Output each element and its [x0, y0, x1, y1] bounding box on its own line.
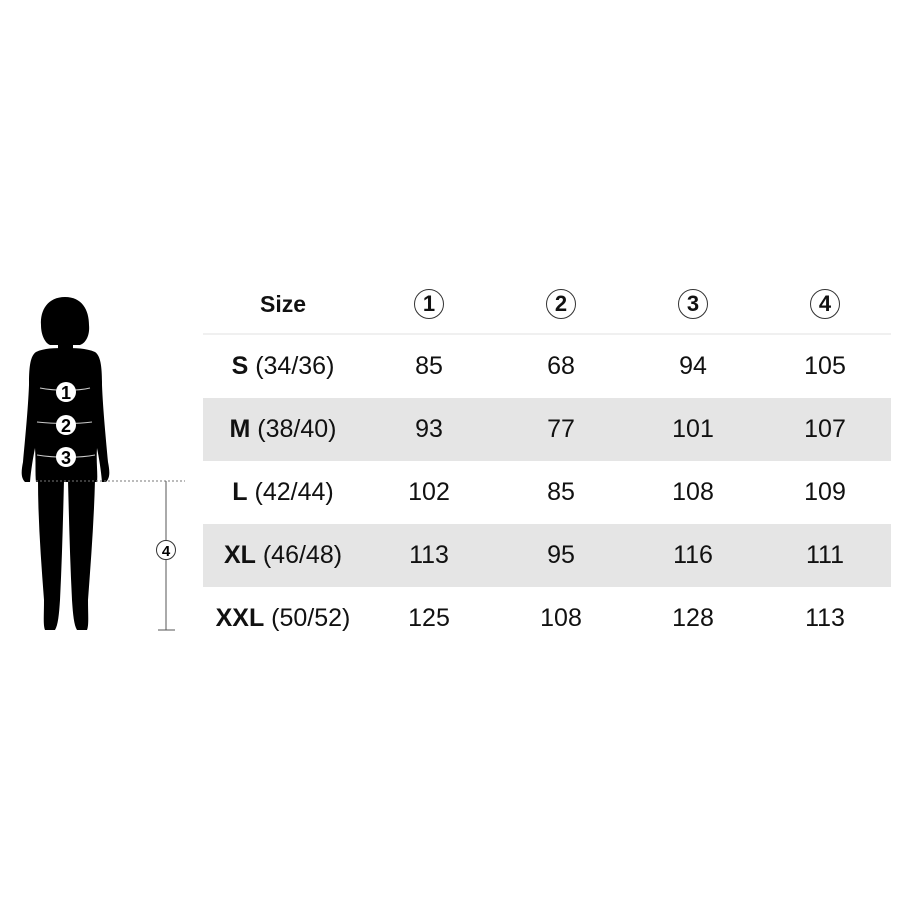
body-silhouette-figure: 1 2 3 4 — [21, 297, 185, 631]
silhouette — [21, 297, 110, 630]
measure-3-value: 128 — [672, 604, 714, 632]
measure-2-value: 77 — [547, 415, 575, 443]
measure-3-value: 108 — [672, 478, 714, 506]
measure-4-value: 111 — [805, 541, 844, 569]
size-code: L — [232, 478, 248, 506]
size-eu: (42/44) — [254, 478, 334, 506]
measure-2-value: 95 — [547, 541, 575, 569]
measure-3-value: 101 — [672, 415, 714, 443]
marker-3: 3 — [61, 448, 71, 468]
size-eu: (34/36) — [255, 352, 335, 380]
measure-1-value: 113 — [409, 541, 449, 569]
header-measure-1: 1 — [414, 289, 444, 319]
table-row: XL (46/48) 113 95 116 111 — [203, 524, 891, 587]
marker-2: 2 — [61, 416, 71, 436]
table-header: Size 1 2 3 4 — [203, 275, 891, 335]
body-markers: 1 2 3 — [56, 382, 76, 468]
size-table: Size 1 2 3 4 S (34/36) 85 68 94 105 M (38/40)… — [203, 275, 891, 650]
size-label: S (34/36) — [203, 352, 363, 381]
table-row: XXL (50/52) 125 108 128 113 — [203, 587, 891, 650]
measure-1-value: 93 — [415, 415, 443, 443]
measure-2-value: 85 — [547, 478, 575, 506]
size-eu: (38/40) — [257, 415, 337, 443]
header-size: Size — [259, 290, 307, 317]
measure-3-value: 94 — [679, 352, 707, 380]
size-label: M (38/40) — [203, 415, 363, 444]
size-label: XXL (50/52) — [203, 604, 363, 633]
measure-3-value: 116 — [673, 541, 713, 569]
measure-4-value: 105 — [804, 352, 846, 380]
size-code: M — [229, 415, 251, 443]
size-code: XXL — [215, 604, 265, 632]
table-row: S (34/36) 85 68 94 105 — [203, 335, 891, 398]
size-code: XL — [223, 541, 256, 569]
size-label: L (42/44) — [203, 478, 363, 507]
measure-1-value: 85 — [415, 352, 443, 380]
measure-1-value: 102 — [408, 478, 450, 506]
table-row: M (38/40) 93 77 101 107 — [203, 398, 891, 461]
measure-4-value: 109 — [804, 478, 846, 506]
measure-2-value: 68 — [547, 352, 575, 380]
measure-4-value: 113 — [805, 604, 845, 632]
measure-4-value: 107 — [804, 415, 846, 443]
header-measure-3: 3 — [678, 289, 708, 319]
size-code: S — [231, 352, 249, 380]
size-label: XL (46/48) — [203, 541, 363, 570]
length-marker-circle — [156, 540, 176, 560]
measure-1-value: 125 — [408, 604, 450, 632]
marker-1: 1 — [61, 383, 71, 403]
size-eu: (50/52) — [271, 604, 351, 632]
measure-2-value: 108 — [540, 604, 582, 632]
header-measure-4: 4 — [810, 289, 840, 319]
marker-4: 4 — [162, 543, 171, 560]
size-eu: (46/48) — [262, 541, 343, 569]
header-measure-2: 2 — [546, 289, 576, 319]
table-row: L (42/44) 102 85 108 109 — [203, 461, 891, 524]
